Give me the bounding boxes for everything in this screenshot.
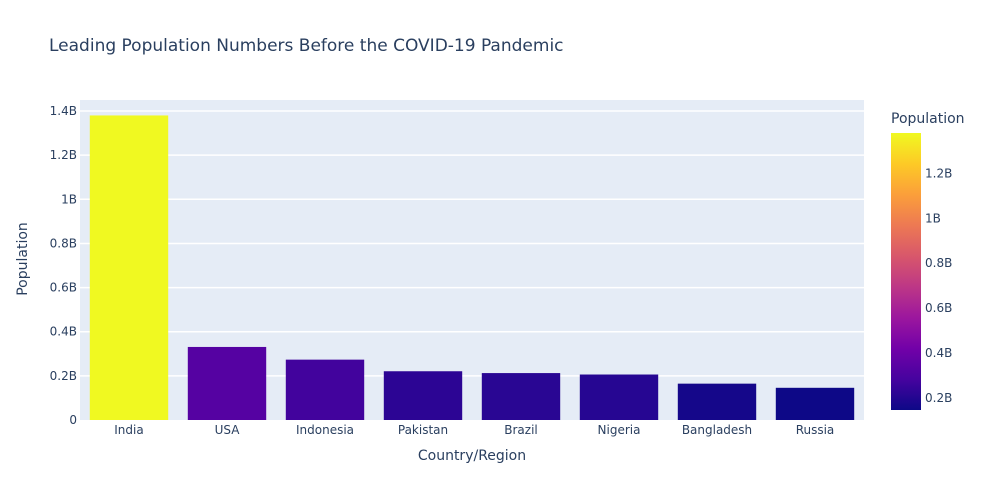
bar-pakistan[interactable]: [383, 371, 463, 420]
bar-india[interactable]: [89, 115, 169, 420]
colorbar-ticks: 0.2B 0.4B 0.6B 0.8B 1B 1.2B: [925, 166, 952, 404]
bar-usa[interactable]: [187, 346, 267, 420]
y-tick-label: 1B: [61, 192, 77, 206]
colorbar-tick-label: 1.2B: [925, 166, 952, 180]
x-tick-label: USA: [215, 423, 241, 437]
x-axis-ticks: India USA Indonesia Pakistan Brazil Nigeria Ba…: [114, 423, 834, 437]
colorbar: Population 0.2B 0.4B 0.6B 0.8B 1B 1.2B: [891, 111, 965, 410]
colorbar-title: Population: [891, 111, 965, 127]
x-tick-label: Brazil: [504, 423, 538, 437]
bar-nigeria[interactable]: [579, 374, 659, 420]
y-tick-label: 0.6B: [50, 281, 77, 295]
y-axis-ticks: 0 0.2B 0.4B 0.6B 0.8B 1B 1.2B 1.4B: [50, 104, 77, 427]
bars: [89, 115, 855, 420]
y-tick-label: 1.2B: [50, 148, 77, 162]
bar-brazil[interactable]: [481, 373, 561, 420]
colorbar-tick-label: 0.2B: [925, 391, 952, 405]
y-tick-label: 0.2B: [50, 369, 77, 383]
chart-title: Leading Population Numbers Before the CO…: [49, 36, 564, 56]
x-tick-label: Pakistan: [398, 423, 448, 437]
colorbar-gradient: [891, 133, 921, 410]
x-tick-label: Nigeria: [598, 423, 641, 437]
x-tick-label: India: [114, 423, 143, 437]
y-axis-label: Population: [15, 222, 31, 296]
bar-bangladesh[interactable]: [677, 383, 757, 420]
colorbar-tick-label: 0.8B: [925, 256, 952, 270]
colorbar-tick-label: 0.6B: [925, 301, 952, 315]
bar-russia[interactable]: [775, 387, 855, 420]
y-tick-label: 0: [69, 413, 77, 427]
x-tick-label: Indonesia: [296, 423, 354, 437]
colorbar-tick-label: 0.4B: [925, 346, 952, 360]
y-tick-label: 0.8B: [50, 236, 77, 250]
bar-indonesia[interactable]: [285, 359, 365, 420]
y-tick-label: 0.4B: [50, 325, 77, 339]
y-tick-label: 1.4B: [50, 104, 77, 118]
x-tick-label: Russia: [796, 423, 835, 437]
x-axis-label: Country/Region: [418, 448, 526, 464]
x-tick-label: Bangladesh: [682, 423, 752, 437]
colorbar-tick-label: 1B: [925, 211, 941, 225]
